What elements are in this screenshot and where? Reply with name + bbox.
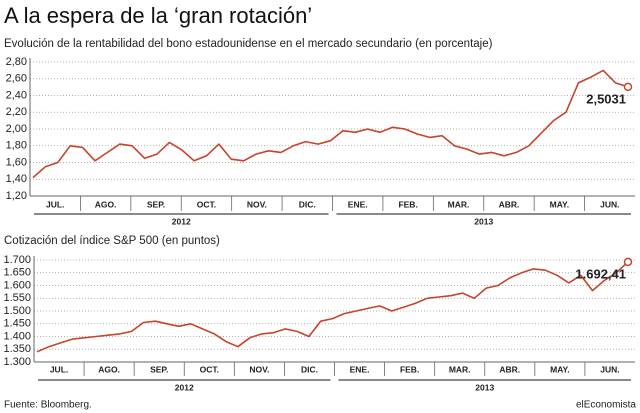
month-label: SEP. — [150, 364, 168, 374]
y-tick-label: 2,20 — [6, 106, 27, 118]
month-label: AGO. — [98, 364, 120, 374]
source: Fuente: Bloomberg. — [4, 400, 92, 411]
month-label: DIC. — [299, 199, 316, 209]
year-label: 2012 — [172, 216, 191, 226]
month-label: OCT. — [200, 364, 219, 374]
end-marker — [623, 82, 633, 92]
month-label: MAR. — [449, 364, 471, 374]
y-tick-label: 2,40 — [6, 89, 27, 101]
month-label: SEP. — [147, 199, 165, 209]
y-tick-label: 2,60 — [6, 73, 27, 85]
y-tick-label: 1.450 — [3, 318, 31, 330]
year-label: 2013 — [474, 216, 493, 226]
page-title: A la espera de la ‘gran rotación’ — [4, 3, 312, 28]
y-tick-label: 1.650 — [3, 267, 31, 279]
y-tick-label: 1.400 — [3, 330, 31, 342]
y-tick-label: 1.600 — [3, 279, 31, 291]
y-tick-label: 1,40 — [6, 173, 27, 185]
year-label: 2013 — [475, 382, 494, 392]
brand: elEconomista — [576, 400, 636, 411]
y-tick-label: 2,80 — [6, 56, 27, 68]
chart-subtitle: Cotización del índice S&P 500 (en puntos… — [4, 235, 220, 247]
month-label: AGO. — [95, 199, 117, 209]
year-label: 2012 — [175, 382, 194, 392]
month-label: JUL. — [50, 364, 68, 374]
y-tick-label: 1.550 — [3, 292, 31, 304]
end-marker — [623, 257, 633, 267]
line — [32, 69, 629, 179]
y-tick-label: 2,00 — [6, 123, 27, 135]
month-label: ENE. — [348, 199, 368, 209]
month-label: MAY. — [550, 364, 570, 374]
y-tick-label: 1.300 — [3, 356, 31, 368]
y-tick-label: 1,60 — [6, 156, 27, 168]
y-tick-label: 1.350 — [3, 343, 31, 355]
month-label: ABR. — [499, 199, 520, 209]
y-tick-label: 1,80 — [6, 140, 27, 152]
y-tick-label: 1,20 — [6, 190, 27, 202]
y-tick-label: 1.500 — [3, 305, 31, 317]
month-label: JUN. — [600, 199, 619, 209]
month-label: OCT. — [197, 199, 216, 209]
line — [36, 261, 629, 353]
y-tick-label: 1.700 — [3, 254, 31, 266]
value-label: 1.692,41 — [575, 266, 626, 281]
month-label: ENE. — [350, 364, 370, 374]
month-label: DIC. — [301, 364, 318, 374]
month-label: ABR. — [499, 364, 520, 374]
month-label: MAY. — [550, 199, 570, 209]
month-label: MAR. — [448, 199, 470, 209]
month-label: JUL. — [46, 199, 64, 209]
month-label: JUN. — [600, 364, 619, 374]
chart-subtitle: Evolución de la rentabilidad del bono es… — [4, 38, 493, 50]
month-label: NOV. — [249, 364, 269, 374]
value-label: 2,5031 — [586, 91, 626, 106]
month-label: NOV. — [247, 199, 267, 209]
month-label: FEB. — [398, 199, 417, 209]
month-label: FEB. — [400, 364, 419, 374]
